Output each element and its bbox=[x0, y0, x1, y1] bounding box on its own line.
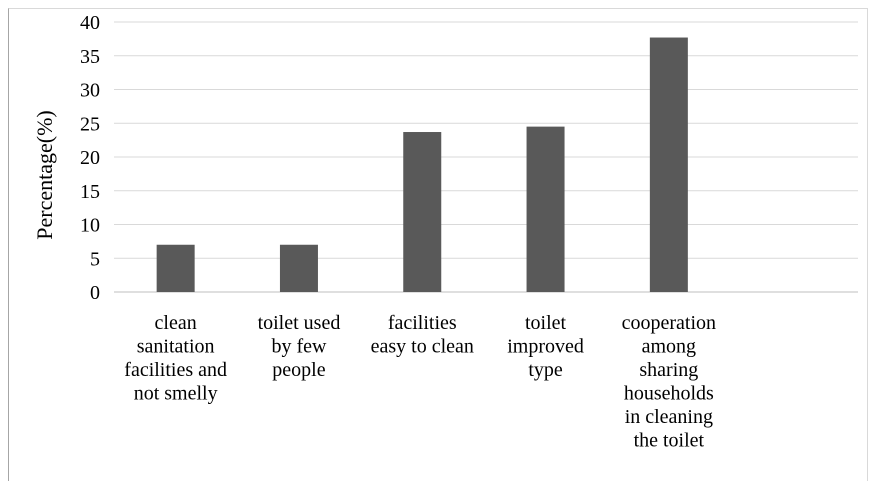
chart-frame bbox=[8, 8, 868, 481]
y-axis-label: Percentage(%) bbox=[32, 110, 57, 239]
x-category-label: cooperation among sharing households in clea… bbox=[622, 312, 716, 452]
x-category-label: toilet improved type bbox=[507, 312, 584, 381]
bars bbox=[156, 37, 688, 293]
gridlines bbox=[114, 21, 858, 293]
x-category-label: toilet used by few people bbox=[258, 312, 341, 381]
bar bbox=[156, 244, 195, 292]
y-tick-label: 30 bbox=[80, 80, 100, 102]
bar bbox=[279, 244, 318, 292]
y-tick-label: 0 bbox=[90, 282, 100, 304]
x-category-label: facilities easy to clean bbox=[371, 312, 474, 358]
y-tick-labels: 0 5 10 15 20 25 30 35 40 bbox=[80, 12, 100, 304]
y-tick-label: 5 bbox=[90, 248, 100, 270]
y-tick-label: 40 bbox=[80, 12, 100, 34]
y-tick-label: 35 bbox=[80, 46, 100, 68]
y-tick-label: 15 bbox=[80, 181, 100, 203]
x-category-labels: clean sanitation facilities and not smelly t… bbox=[124, 312, 716, 452]
x-category-label: clean sanitation facilities and not smelly bbox=[124, 312, 227, 405]
y-tick-label: 10 bbox=[80, 215, 100, 237]
y-tick-label: 20 bbox=[80, 147, 100, 169]
bar bbox=[649, 37, 688, 293]
bar bbox=[526, 126, 565, 292]
bar bbox=[403, 132, 442, 292]
y-tick-label: 25 bbox=[80, 113, 100, 135]
